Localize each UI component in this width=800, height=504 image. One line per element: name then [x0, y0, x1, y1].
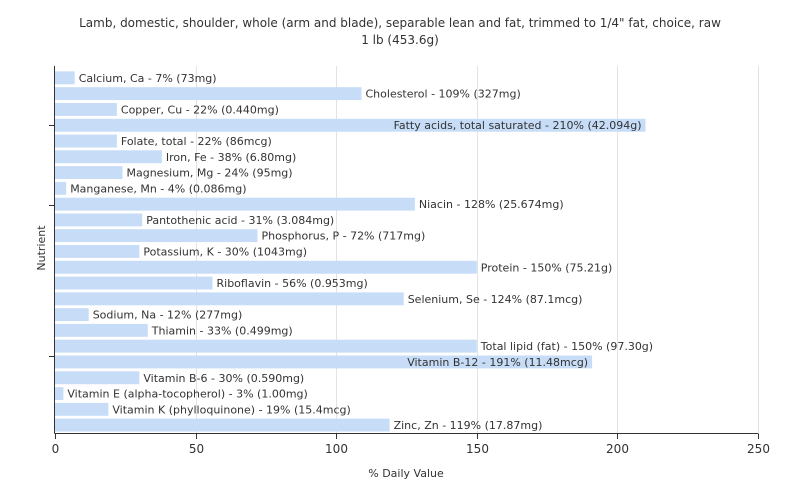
bar-label: Copper, Cu - 22% (0.440mg)	[121, 104, 279, 117]
x-axis-label: % Daily Value	[368, 467, 444, 480]
bar	[55, 245, 140, 258]
x-tick-label: 150	[466, 442, 489, 456]
bar-label: Sodium, Na - 12% (277mg)	[93, 309, 243, 322]
x-tick-label: 250	[747, 442, 770, 456]
bars: Calcium, Ca - 7% (73mg) Cholesterol - 109…	[55, 71, 653, 432]
bar	[55, 276, 213, 290]
axes: 0 50 100 150 200 250	[49, 66, 770, 456]
bar-label: Iron, Fe - 38% (6.80mg)	[166, 151, 296, 164]
bar	[55, 71, 75, 85]
bar-label: Magnesium, Mg - 24% (95mg)	[127, 167, 293, 180]
bar	[55, 402, 109, 416]
bar	[55, 150, 162, 164]
bar	[55, 308, 89, 322]
bar-label: Vitamin B-6 - 30% (0.590mg)	[143, 372, 304, 385]
bar	[55, 418, 390, 432]
x-tick-label: 0	[52, 442, 60, 456]
bar	[55, 323, 148, 337]
bar-label: Cholesterol - 109% (327mg)	[366, 88, 521, 101]
bar-label: Protein - 150% (75.21g)	[481, 261, 613, 274]
bar-label: Manganese, Mn - 4% (0.086mg)	[70, 182, 246, 195]
bar-label: Niacin - 128% (25.674mg)	[419, 198, 564, 211]
bar	[55, 355, 593, 369]
bar	[55, 197, 415, 211]
x-tick-label: 50	[189, 442, 204, 456]
bar	[55, 166, 123, 179]
bar	[55, 292, 404, 306]
bar-label: Potassium, K - 30% (1043mg)	[143, 246, 307, 259]
bar-label: Selenium, Se - 124% (87.1mcg)	[408, 293, 583, 306]
bar	[55, 213, 143, 227]
bar-label: Total lipid (fat) - 150% (97.30g)	[480, 340, 653, 353]
bar	[55, 229, 258, 243]
bar-label: Folate, total - 22% (86mcg)	[121, 135, 272, 148]
bar-label: Thiamin - 33% (0.499mg)	[151, 324, 293, 337]
bar	[55, 103, 117, 116]
bar	[55, 118, 646, 132]
x-tick-label: 100	[325, 442, 348, 456]
bar-label: Phosphorus, P - 72% (717mg)	[262, 230, 426, 243]
bar	[55, 387, 64, 400]
bar	[55, 181, 67, 195]
bar	[55, 87, 362, 101]
bar-label: Vitamin B-12 - 191% (11.48mcg)	[407, 356, 588, 369]
bar	[55, 371, 140, 385]
chart-subtitle: 1 lb (453.6g)	[361, 33, 439, 47]
bar	[55, 134, 117, 148]
bar-label: Vitamin E (alpha-tocopherol) - 3% (1.00m…	[67, 388, 307, 401]
y-axis-label: Nutrient	[35, 225, 48, 271]
x-tick-label: 200	[606, 442, 629, 456]
bar	[55, 339, 477, 353]
bar-label: Vitamin K (phylloquinone) - 19% (15.4mcg…	[112, 403, 350, 416]
bar-label: Calcium, Ca - 7% (73mg)	[79, 72, 217, 85]
chart-title: Lamb, domestic, shoulder, whole (arm and…	[79, 16, 721, 30]
bar-label: Pantothenic acid - 31% (3.084mg)	[146, 214, 334, 227]
bar-label: Zinc, Zn - 119% (17.87mg)	[394, 419, 543, 432]
bar-label: Fatty acids, total saturated - 210% (42.…	[394, 119, 642, 132]
bar-label: Riboflavin - 56% (0.953mg)	[217, 277, 368, 290]
bar	[55, 260, 477, 274]
